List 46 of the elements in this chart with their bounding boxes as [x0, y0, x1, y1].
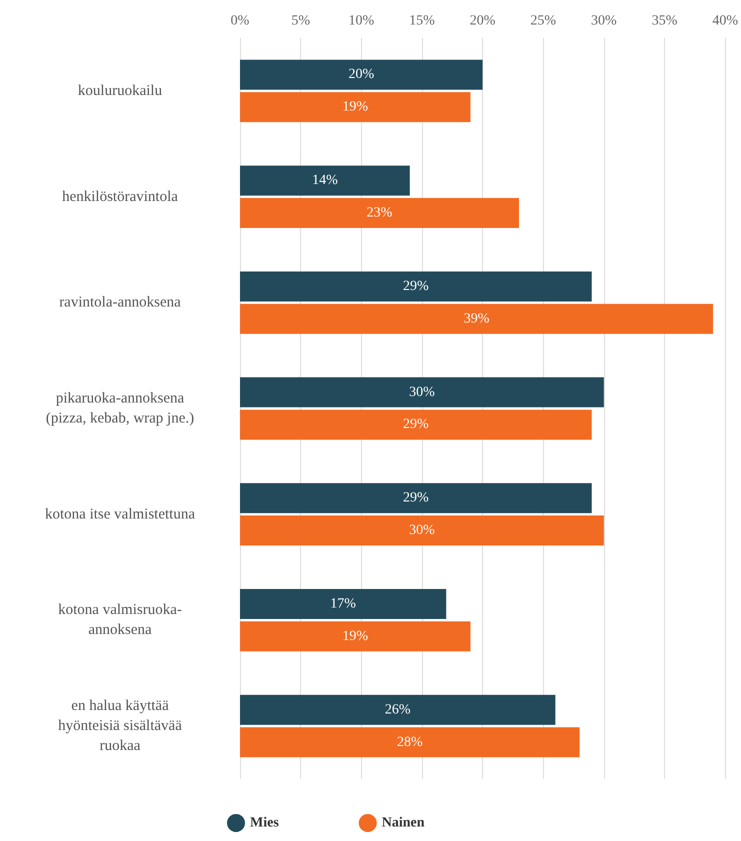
bar: [240, 516, 604, 546]
x-tick-label: 35%: [652, 14, 678, 28]
data-label: 14%: [312, 173, 338, 188]
y-tick-label: pikaruoka-annoksena (pizza, kebab, wrap jne.): [46, 390, 194, 426]
y-tick-label: kouluruokailu: [78, 82, 163, 99]
bar: [240, 410, 592, 440]
legend-label: Nainen: [382, 816, 425, 830]
bar: [240, 377, 604, 408]
bar: [240, 271, 592, 302]
bar: [240, 304, 714, 334]
data-label: 30%: [409, 523, 436, 538]
data-label: 28%: [396, 734, 423, 750]
data-label: 20%: [348, 67, 374, 82]
x-tick-label: 20%: [470, 14, 496, 28]
x-tick-label: 40%: [712, 14, 738, 28]
bar: [240, 621, 470, 652]
y-tick-label: en halua käyttää hyönteisiä sisältävää ruokaa: [58, 698, 182, 754]
bar: [240, 694, 556, 725]
data-label: 29%: [403, 278, 430, 294]
bar: [240, 727, 580, 758]
bar: [240, 60, 483, 90]
data-label: 19%: [342, 100, 368, 115]
bar: [240, 589, 446, 620]
data-label: 30%: [409, 384, 436, 400]
x-tick-label: 15%: [409, 14, 436, 28]
y-tick-label: kotona valmisruoka- annoksena: [58, 602, 182, 638]
data-label: 29%: [403, 490, 430, 506]
legend-label: Mies: [250, 816, 280, 830]
x-tick-label: 10%: [348, 14, 374, 28]
x-tick-label: 0%: [230, 14, 250, 28]
data-label: 39%: [464, 311, 490, 326]
bar: [240, 483, 592, 514]
x-tick-label: 25%: [530, 14, 556, 28]
x-tick-label: 5%: [291, 14, 310, 28]
data-label: 23%: [366, 205, 393, 220]
y-tick-label: henkilöstöravintola: [62, 188, 178, 205]
y-tick-label: ravintola-annoksena: [59, 294, 182, 311]
x-tick-label: 30%: [591, 14, 618, 28]
data-label: 26%: [384, 702, 411, 718]
bar: [240, 166, 410, 196]
y-tick-label: kotona itse valmistettuna: [45, 506, 196, 522]
bar: [240, 92, 470, 122]
data-label: 17%: [330, 596, 356, 612]
bar: [240, 198, 519, 228]
data-label: 29%: [403, 417, 430, 432]
data-label: 19%: [342, 628, 368, 644]
